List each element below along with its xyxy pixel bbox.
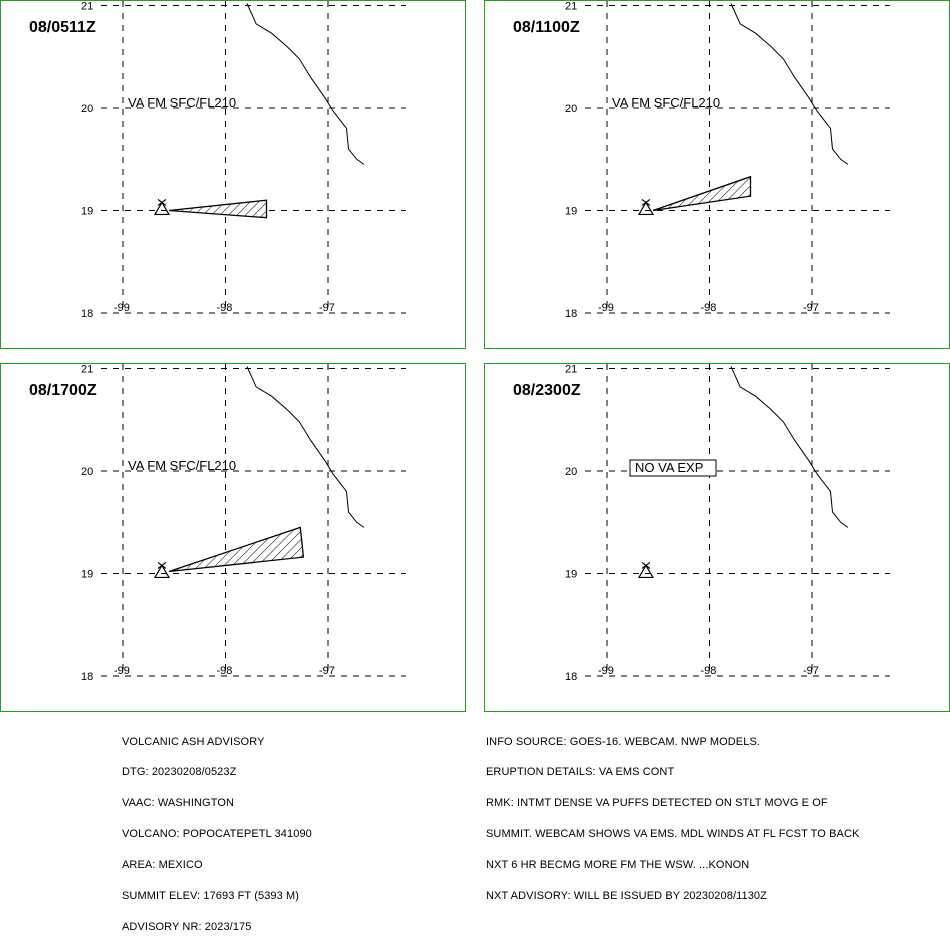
lat-tick-label: 20: [81, 103, 93, 115]
lat-tick-label: 21: [81, 364, 93, 376]
map-panel-4: -99 -98 -97 21 20 19 18 NO VA EXP: [565, 364, 890, 683]
forecast-panel-2: 08/1100Z -99 -98 -97 21 20 19 18 VA FM SFC/FL21…: [484, 0, 950, 349]
advisory-line: NXT 6 HR BECMG MORE FM THE WSW. ...KONON: [486, 859, 750, 872]
lon-tick-label: -99: [114, 665, 130, 677]
advisory-line: SUMMIT ELEV: 17693 FT (5393 M): [122, 890, 300, 903]
advisory-line: VOLCANO: POPOCATEPETL 341090: [122, 828, 312, 841]
lat-tick-label: 19: [565, 206, 577, 218]
lon-tick-label: -98: [701, 302, 717, 314]
panel-time-label: 08/1100Z: [513, 19, 580, 36]
ash-cloud-polygon: [652, 175, 752, 212]
advisory-line: SUMMIT. WEBCAM SHOWS VA EMS. MDL WINDS A…: [486, 828, 860, 841]
advisory-line: VAAC: WASHINGTON: [122, 797, 235, 810]
lon-tick-label: -99: [598, 665, 614, 677]
advisory-line: DTG: 20230208/0523Z: [122, 766, 237, 779]
coastline: [246, 366, 365, 528]
map-panel-2: -99 -98 -97 21 20 19 18 VA FM SFC/FL210: [565, 1, 890, 320]
lon-tick-label: -98: [701, 665, 717, 677]
coastline: [730, 3, 849, 165]
lon-tick-label: -97: [319, 302, 335, 314]
advisory-line: ERUPTION DETAILS: VA EMS CONT: [486, 766, 675, 779]
va-level-label: VA FM SFC/FL210: [128, 95, 236, 110]
lon-tick-label: -98: [217, 302, 233, 314]
map-panel-1: -99 -98 -97 21 20 19 18 VA FM SFC/FL210: [81, 1, 406, 320]
advisory-line: RMK: INTMT DENSE VA PUFFS DETECTED ON ST…: [486, 797, 828, 810]
panel-time-label: 08/1700Z: [29, 382, 97, 399]
va-level-label: VA FM SFC/FL210: [612, 95, 720, 110]
lon-tick-label: -97: [319, 665, 335, 677]
forecast-panel-1: 08/0511Z -99 -98 -97 21 20 19 18 VA FM SFC/FL21…: [0, 0, 466, 349]
lat-tick-label: 19: [565, 569, 577, 581]
no-va-expected-box: NO VA EXP: [629, 459, 717, 477]
lat-tick-label: 19: [81, 206, 93, 218]
lon-tick-label: -99: [598, 302, 614, 314]
lon-tick-label: -98: [217, 665, 233, 677]
volcano-icon: [637, 198, 654, 216]
lat-tick-label: 18: [565, 671, 577, 683]
no-va-expected-label: NO VA EXP: [635, 460, 703, 475]
advisory-line: AREA: MEXICO: [122, 859, 203, 872]
va-level-label: VA FM SFC/FL210: [128, 458, 236, 473]
advisory-line: ADVISORY NR: 2023/175: [122, 920, 252, 933]
advisory-line: INFO SOURCE: GOES-16. WEBCAM. NWP MODELS…: [486, 735, 761, 748]
forecast-panel-3: 08/1700Z -99 -98 -97 21 20 19 18 VA FM SFC/FL21…: [0, 363, 466, 712]
lat-tick-label: 18: [81, 308, 93, 320]
panel-time-label: 08/0511Z: [29, 19, 96, 36]
advisory-line: NXT ADVISORY: WILL BE ISSUED BY 20230208…: [486, 890, 767, 903]
map-panel-3: -99 -98 -97 21 20 19 18 VA FM SFC/FL210: [81, 364, 406, 683]
advisory-remarks-block: INFO SOURCE: GOES-16. WEBCAM. NWP MODELS…: [486, 716, 859, 912]
advisory-header-block: VOLCANIC ASH ADVISORY DTG: 20230208/0523…: [122, 716, 312, 943]
lon-tick-label: -97: [803, 302, 819, 314]
lat-tick-label: 19: [81, 569, 93, 581]
lat-tick-label: 18: [565, 308, 577, 320]
lat-tick-label: 21: [81, 1, 93, 13]
coastline: [246, 3, 365, 165]
forecast-panel-4: 08/2300Z -99 -98 -97 21 20 19 18 NO VA EXP: [484, 363, 950, 712]
ash-cloud-polygon: [169, 199, 268, 219]
ash-cloud-polygon: [168, 526, 305, 573]
lon-tick-label: -97: [803, 665, 819, 677]
volcano-icon: [637, 561, 654, 579]
volcano-icon: [153, 198, 170, 216]
lat-tick-label: 21: [565, 1, 577, 13]
advisory-line: VOLCANIC ASH ADVISORY: [122, 735, 265, 748]
volcano-icon: [153, 561, 170, 579]
lat-tick-label: 20: [81, 466, 93, 478]
lon-tick-label: -99: [114, 302, 130, 314]
lat-tick-label: 20: [565, 466, 577, 478]
lat-tick-label: 21: [565, 364, 577, 376]
lat-tick-label: 18: [81, 671, 93, 683]
coastline: [730, 366, 849, 528]
lat-tick-label: 20: [565, 103, 577, 115]
panel-time-label: 08/2300Z: [513, 382, 581, 399]
